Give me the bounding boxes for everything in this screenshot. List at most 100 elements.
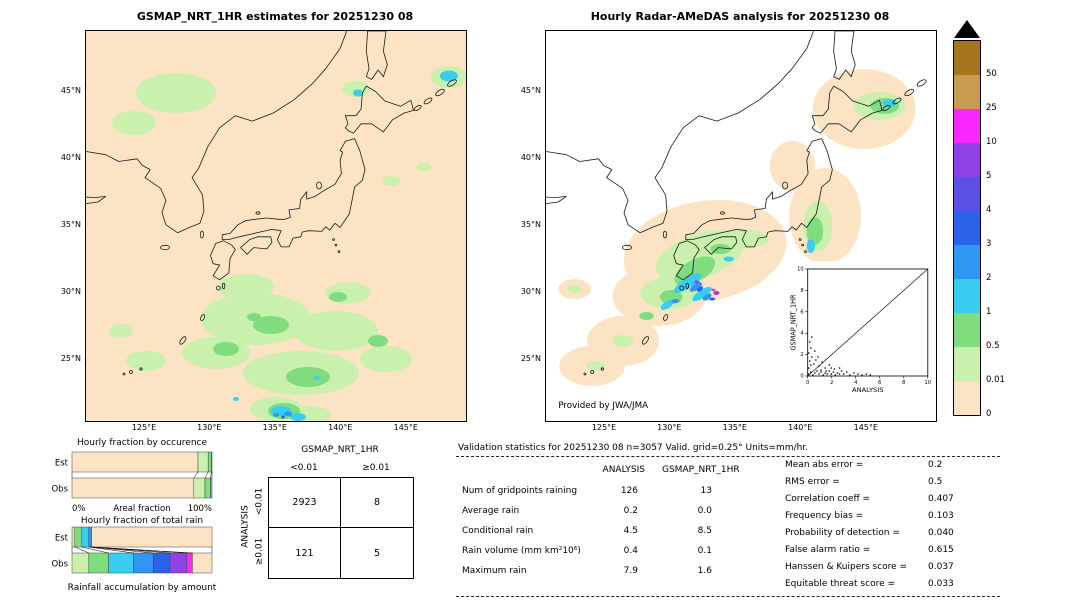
colorbar-label-50: 50 bbox=[986, 69, 997, 79]
colorbar-seg-10-25 bbox=[954, 109, 980, 143]
stats-row-gsmap-value: 1.6 bbox=[697, 566, 712, 576]
metric-label: Equitable threat score = bbox=[785, 579, 896, 589]
svg-text:0: 0 bbox=[800, 374, 803, 380]
areal-axis-100: 100% bbox=[188, 504, 212, 514]
stats-row-gsmap-value: 0.0 bbox=[697, 506, 712, 516]
left-xtick-140e: 140°E bbox=[328, 423, 353, 432]
colorbar-seg-0-001 bbox=[954, 381, 980, 415]
metric-value: 0.407 bbox=[928, 494, 954, 504]
svg-text:0: 0 bbox=[806, 380, 809, 386]
left-ytick-45n: 45°N bbox=[60, 86, 81, 95]
occurrence-connectors bbox=[71, 471, 213, 479]
right-ytick-30n: 30°N bbox=[520, 287, 541, 296]
colorbar-label-4: 4 bbox=[986, 205, 992, 215]
colorbar-label-5: 5 bbox=[986, 171, 992, 181]
right-map: 0 2 4 6 8 10 0 2 4 6 8 10 ANALYSIS GSMAP… bbox=[542, 30, 937, 422]
contingency-row-axis: ANALYSIS bbox=[240, 505, 251, 548]
colorbar-overflow-triangle bbox=[954, 20, 980, 38]
svg-text:8: 8 bbox=[902, 380, 905, 386]
colorbar-label-3: 3 bbox=[986, 239, 992, 249]
left-map bbox=[82, 30, 467, 424]
occurrence-est-label: Est bbox=[55, 459, 69, 469]
left-xtick-125e: 125°E bbox=[131, 423, 157, 432]
left-ytick-40n: 40°N bbox=[60, 153, 81, 162]
colorbar-label-2: 2 bbox=[986, 273, 992, 283]
contingency-row-ge001: ≥0.01 bbox=[254, 537, 265, 566]
colorbar-label-0: 0 bbox=[986, 409, 992, 419]
stats-col-gsmap: GSMAP_NRT_1HR bbox=[662, 465, 740, 475]
left-map-title: GSMAP_NRT_1HR estimates for 20251230 08 bbox=[136, 10, 414, 23]
colorbar-scale bbox=[953, 40, 981, 416]
stats-row-analysis-value: 0.4 bbox=[623, 546, 638, 556]
metric-value: 0.033 bbox=[928, 579, 954, 589]
occurrence-est-bar bbox=[71, 451, 213, 473]
right-map-canvas: 0 2 4 6 8 10 0 2 4 6 8 10 ANALYSIS GSMAP… bbox=[542, 30, 934, 411]
colorbar-seg-4-5 bbox=[954, 177, 980, 211]
svg-text:6: 6 bbox=[878, 380, 881, 386]
metric-value: 0.2 bbox=[928, 460, 943, 470]
areal-axis-label: Areal fraction bbox=[113, 504, 170, 514]
right-xtick-130e: 130°E bbox=[657, 423, 682, 432]
colorbar-seg-001-05 bbox=[954, 347, 980, 381]
stats-row-gsmap-value: 8.5 bbox=[697, 526, 712, 536]
contingency-cell-10: 121 bbox=[269, 528, 341, 578]
stats-row-label: Num of gridpoints raining bbox=[462, 486, 578, 496]
colorbar-label-25: 25 bbox=[986, 103, 997, 113]
svg-text:4: 4 bbox=[800, 331, 803, 337]
inset-tick-marks bbox=[805, 268, 929, 379]
inset-y-tick-labels: 0 2 4 6 8 10 bbox=[797, 267, 804, 380]
right-xtick-125e: 125°E bbox=[591, 423, 617, 432]
left-xtick-130e: 130°E bbox=[197, 423, 222, 432]
fraction-bars-panel: Hourly fraction by occurence Est Obs 0% … bbox=[51, 438, 217, 593]
left-xtick-135e: 135°E bbox=[262, 423, 287, 432]
contingency-grid: 2923 8 121 5 bbox=[268, 477, 414, 579]
left-ytick-25n: 25°N bbox=[60, 354, 81, 363]
stats-divider-bottom bbox=[456, 596, 1000, 597]
metric-value: 0.040 bbox=[928, 528, 954, 538]
metric-label: Mean abs error = bbox=[785, 460, 864, 470]
inset-ylabel: GSMAP_NRT_1HR bbox=[789, 294, 797, 350]
metric-label: Correlation coeff = bbox=[785, 494, 871, 504]
colorbar-seg-05-1 bbox=[954, 313, 980, 347]
inset-xlabel: ANALYSIS bbox=[852, 386, 883, 394]
right-xtick-140e: 140°E bbox=[788, 423, 813, 432]
right-xtick-145e: 145°E bbox=[853, 423, 878, 432]
stats-row-analysis-value: 4.5 bbox=[623, 526, 638, 536]
inset-scatter-points bbox=[807, 336, 872, 376]
colorbar-label-05: 0.5 bbox=[986, 341, 1000, 351]
svg-text:2: 2 bbox=[800, 352, 803, 358]
metric-label: Hanssen & Kuipers score = bbox=[785, 562, 908, 572]
right-map-title: Hourly Radar-AMeDAS analysis for 2025123… bbox=[590, 10, 890, 23]
contingency-col-lt001: <0.01 bbox=[290, 463, 318, 473]
colorbar-seg-1-2 bbox=[954, 279, 980, 313]
gsmap-precip-field bbox=[86, 31, 467, 424]
total-obs-label: Obs bbox=[51, 560, 68, 570]
total-est-label: Est bbox=[55, 534, 69, 544]
svg-text:2: 2 bbox=[830, 380, 833, 386]
total-rain-connectors bbox=[71, 546, 213, 554]
left-ytick-35n: 35°N bbox=[60, 220, 81, 229]
svg-text:10: 10 bbox=[797, 267, 804, 273]
stats-row-analysis-value: 0.2 bbox=[623, 506, 638, 516]
colorbar-seg-3-4 bbox=[954, 211, 980, 245]
total-rain-est-bar bbox=[71, 526, 213, 548]
areal-axis-0: 0% bbox=[72, 504, 86, 514]
stats-title: Validation statistics for 20251230 08 n=… bbox=[458, 443, 809, 453]
right-ytick-25n: 25°N bbox=[520, 354, 541, 363]
inset-scatter-plot: 0 2 4 6 8 10 0 2 4 6 8 10 ANALYSIS GSMAP… bbox=[789, 261, 934, 397]
occurrence-obs-label: Obs bbox=[51, 485, 68, 495]
right-ytick-45n: 45°N bbox=[520, 86, 541, 95]
svg-text:8: 8 bbox=[800, 288, 803, 294]
left-ytick-30n: 30°N bbox=[60, 287, 81, 296]
rainfall-accumulation-label: Rainfall accumulation by amount bbox=[68, 583, 217, 593]
stats-row-label: Conditional rain bbox=[462, 526, 534, 536]
svg-text:10: 10 bbox=[925, 380, 932, 386]
stats-row-label: Rain volume (mm km²10⁶) bbox=[462, 546, 581, 556]
contingency-cell-11: 5 bbox=[373, 547, 381, 559]
stats-row-label: Average rain bbox=[462, 506, 520, 516]
stats-row-label: Maximum rain bbox=[462, 566, 527, 576]
colorbar-seg-2-3 bbox=[954, 245, 980, 279]
contingency-col-ge001: ≥0.01 bbox=[362, 463, 390, 473]
colorbar-seg-5-10 bbox=[954, 143, 980, 177]
metric-value: 0.037 bbox=[928, 562, 954, 572]
